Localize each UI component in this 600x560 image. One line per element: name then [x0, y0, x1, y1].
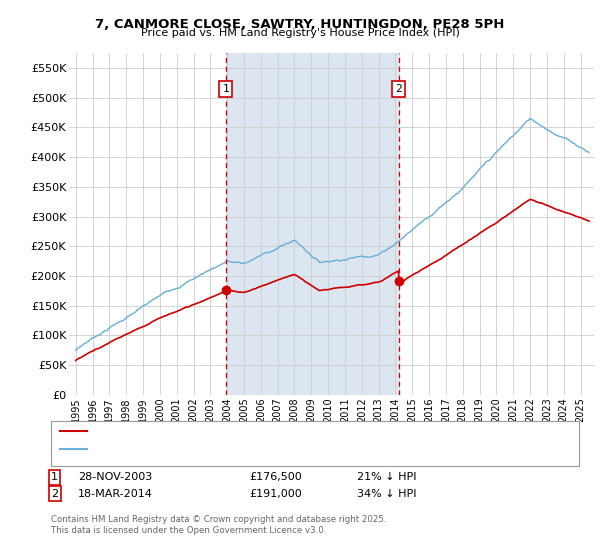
Bar — [226, 53, 399, 395]
Text: 2: 2 — [51, 489, 58, 499]
Text: £176,500: £176,500 — [249, 472, 302, 482]
Text: Contains HM Land Registry data © Crown copyright and database right 2025.
This d: Contains HM Land Registry data © Crown c… — [51, 515, 386, 535]
Text: Price paid vs. HM Land Registry's House Price Index (HPI): Price paid vs. HM Land Registry's House … — [140, 28, 460, 38]
Text: 2: 2 — [395, 84, 403, 94]
Text: £191,000: £191,000 — [249, 489, 302, 499]
Text: 28-NOV-2003: 28-NOV-2003 — [78, 472, 152, 482]
Text: 21% ↓ HPI: 21% ↓ HPI — [357, 472, 416, 482]
Text: 1: 1 — [51, 472, 58, 482]
Text: 1: 1 — [222, 84, 229, 94]
Text: 18-MAR-2014: 18-MAR-2014 — [78, 489, 153, 499]
Text: 34% ↓ HPI: 34% ↓ HPI — [357, 489, 416, 499]
Text: 7, CANMORE CLOSE, SAWTRY, HUNTINGDON, PE28 5PH (detached house): 7, CANMORE CLOSE, SAWTRY, HUNTINGDON, PE… — [90, 426, 451, 436]
Text: HPI: Average price, detached house, Huntingdonshire: HPI: Average price, detached house, Hunt… — [90, 444, 352, 454]
Text: 7, CANMORE CLOSE, SAWTRY, HUNTINGDON, PE28 5PH: 7, CANMORE CLOSE, SAWTRY, HUNTINGDON, PE… — [95, 18, 505, 31]
